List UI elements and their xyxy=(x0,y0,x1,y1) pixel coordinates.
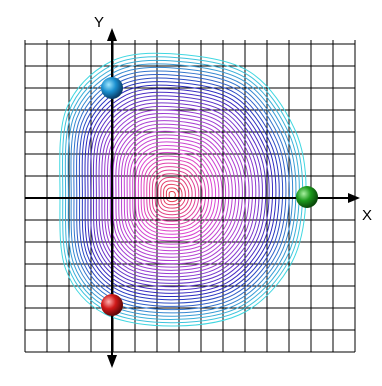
contour-line xyxy=(129,141,223,245)
red-ball[interactable] xyxy=(101,294,123,316)
contour-line xyxy=(120,130,233,255)
contour-line xyxy=(151,169,196,219)
contour-line xyxy=(134,148,217,239)
x-arrow xyxy=(348,193,360,203)
contour-line xyxy=(143,159,207,229)
contour-line xyxy=(160,180,186,209)
green-ball[interactable] xyxy=(296,186,318,208)
contour-line xyxy=(132,144,220,242)
contour-line xyxy=(84,84,277,298)
contour-line xyxy=(109,116,247,268)
contour-line xyxy=(115,123,240,262)
contour-line xyxy=(137,151,213,235)
contour-line xyxy=(154,173,193,216)
contour-line xyxy=(112,120,243,265)
contour-line xyxy=(118,127,237,258)
y-arrow-down xyxy=(107,355,117,368)
contour-line xyxy=(146,162,203,226)
contour-line xyxy=(87,88,274,294)
contour-line xyxy=(106,112,250,271)
contour-line xyxy=(123,134,230,252)
contour-line xyxy=(140,155,210,232)
contour-line xyxy=(95,98,263,284)
contour-line xyxy=(163,183,183,206)
contours xyxy=(59,52,307,327)
contour-line xyxy=(104,109,253,275)
y-label: Y xyxy=(94,14,104,31)
contour-line xyxy=(126,137,227,248)
blue-ball[interactable] xyxy=(101,77,123,99)
contour-line xyxy=(149,166,200,222)
contour-line xyxy=(165,187,180,203)
x-label: X xyxy=(362,207,372,224)
contour-line xyxy=(101,105,257,278)
contour-line xyxy=(157,176,190,212)
contour-line xyxy=(92,95,267,288)
contour-line xyxy=(90,91,270,291)
y-arrow-up xyxy=(107,28,117,41)
contour-line xyxy=(98,102,260,281)
